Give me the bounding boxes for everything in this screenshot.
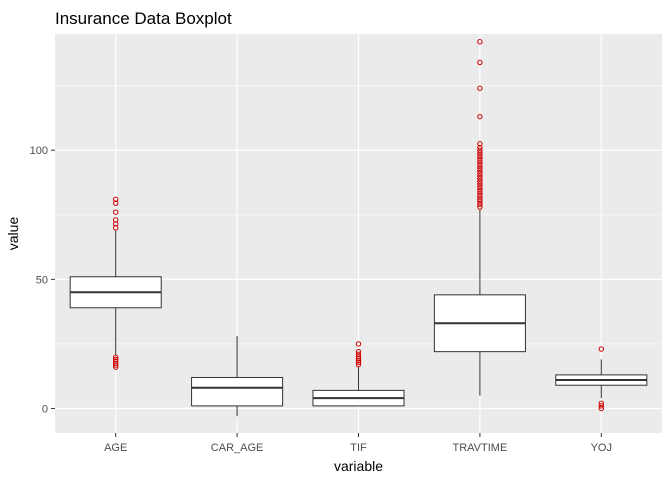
outlier-point	[113, 200, 119, 206]
outlier-point	[477, 147, 483, 153]
outlier-point	[477, 204, 483, 210]
outlier-point	[477, 186, 483, 192]
outlier-point	[477, 163, 483, 169]
outlier-point	[113, 364, 119, 370]
x-tick-label: CAR_AGE	[211, 442, 264, 454]
y-tick-label: 50	[36, 274, 48, 286]
x-tick-label: YOJ	[591, 442, 612, 454]
x-tick-label: AGE	[104, 442, 127, 454]
chart-title: Insurance Data Boxplot	[55, 9, 232, 28]
outlier-point	[477, 85, 483, 91]
outlier-point	[355, 348, 362, 355]
outlier-point	[477, 152, 483, 159]
box-travtime	[433, 39, 526, 396]
outlier-point	[477, 175, 483, 182]
y-tick-label: 0	[42, 403, 48, 415]
outlier-point	[355, 361, 362, 368]
outlier-point	[113, 209, 119, 215]
outlier-point	[355, 359, 362, 366]
outlier-point	[477, 141, 483, 147]
outlier-point	[477, 201, 483, 208]
box-car-age	[191, 336, 284, 417]
x-axis-title: variable	[334, 458, 383, 474]
boxes-layer	[69, 39, 648, 417]
outlier-point	[477, 155, 483, 161]
outlier-point	[477, 199, 483, 205]
outlier-point	[355, 357, 362, 364]
outlier-point	[355, 351, 362, 357]
x-tick-label: TIF	[350, 442, 367, 454]
iqr-box	[191, 376, 284, 407]
axes-layer: 0 50 100 AGE CAR_AGE TIF TRAVTIME YOJ	[30, 145, 612, 454]
outlier-point	[477, 157, 483, 164]
outlier-point	[113, 224, 119, 231]
outlier-point	[355, 341, 362, 347]
outlier-point	[113, 196, 119, 202]
outlier-point	[477, 191, 483, 197]
outlier-point	[598, 403, 604, 409]
outlier-point	[477, 193, 483, 200]
outlier-point	[477, 170, 483, 177]
outlier-point	[113, 362, 119, 368]
outlier-point	[598, 346, 604, 352]
outlier-point	[355, 354, 362, 360]
outlier-point	[477, 181, 483, 187]
outlier-point	[477, 39, 483, 45]
outlier-point	[477, 59, 483, 66]
outlier-point	[113, 221, 119, 227]
box-tif	[312, 341, 405, 407]
outlier-point	[477, 150, 483, 156]
box-yoj	[555, 346, 648, 412]
outlier-point	[113, 360, 119, 366]
outlier-point	[113, 217, 119, 223]
outlier-point	[113, 356, 119, 363]
y-axis-title: value	[5, 217, 21, 251]
outlier-point	[477, 173, 483, 179]
y-tick-label: 100	[30, 145, 48, 157]
outlier-point	[477, 188, 483, 195]
outlier-point	[598, 405, 604, 412]
outlier-point	[477, 160, 483, 166]
outlier-point	[477, 196, 483, 202]
outlier-point	[477, 178, 483, 184]
outlier-point	[477, 165, 483, 171]
box-age	[69, 196, 162, 370]
outlier-point	[477, 144, 483, 151]
outlier-point	[477, 168, 483, 174]
outlier-point	[477, 113, 483, 120]
outlier-point	[598, 400, 604, 407]
outlier-point	[113, 358, 119, 364]
x-tick-label: TRAVTIME	[453, 442, 508, 454]
outlier-point	[113, 354, 119, 361]
outlier-point	[477, 183, 483, 190]
